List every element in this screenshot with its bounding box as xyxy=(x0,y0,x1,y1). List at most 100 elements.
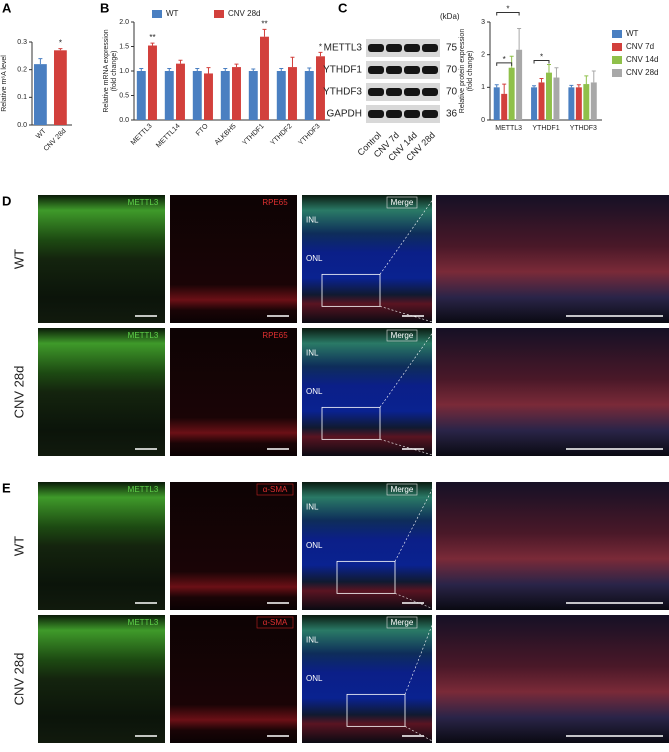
panel-label: A xyxy=(2,0,12,15)
y-tick-label: 2 xyxy=(481,52,485,59)
blot-row-label: METTL3 xyxy=(324,43,363,54)
error-bar xyxy=(569,84,574,88)
label-box xyxy=(386,196,418,209)
y-tick-label: 1.5 xyxy=(119,43,129,50)
layer-label: INL xyxy=(306,503,319,512)
error-bar xyxy=(318,51,323,57)
bar xyxy=(538,82,545,120)
bracket xyxy=(496,62,513,66)
legend-label: CNV 7d xyxy=(626,42,654,51)
channel-label: METTL3 xyxy=(128,198,159,207)
bar xyxy=(575,87,582,120)
bracket xyxy=(533,59,550,64)
bar xyxy=(516,49,523,121)
panel-label: C xyxy=(338,0,348,15)
blot-band xyxy=(422,66,438,74)
row-label: WT xyxy=(11,536,26,556)
bar xyxy=(136,71,146,120)
row-label: WT xyxy=(11,249,26,269)
x-tick-label: ALKBH5 xyxy=(214,123,238,147)
blot-band xyxy=(386,44,402,52)
error-bar xyxy=(494,84,499,88)
error-bar xyxy=(167,68,172,71)
legend-swatch xyxy=(612,43,622,51)
row-label: CNV 28d xyxy=(11,653,26,706)
layer-label: ONL xyxy=(306,674,323,683)
x-tick-label: METTL3 xyxy=(495,125,522,132)
bar xyxy=(531,87,538,120)
bar xyxy=(501,93,508,120)
error-bar xyxy=(262,28,267,37)
channel-label: RPE65 xyxy=(262,331,288,340)
label-box xyxy=(386,329,418,342)
legend-label: WT xyxy=(166,9,179,18)
legend-label: CNV 28d xyxy=(626,68,658,77)
x-tick-label: METTL14 xyxy=(155,123,182,150)
error-bar xyxy=(58,48,63,51)
micrograph xyxy=(436,615,669,743)
bar xyxy=(34,64,47,125)
error-bar xyxy=(178,59,183,64)
bar xyxy=(288,67,297,120)
bar xyxy=(248,71,258,120)
significance: ** xyxy=(261,19,267,28)
bar xyxy=(508,67,515,120)
zoom-box xyxy=(336,560,396,594)
blot-band xyxy=(386,88,402,96)
channel-label: Merge xyxy=(391,485,414,494)
y-tick-label: 0.2 xyxy=(17,67,27,74)
blot-band xyxy=(404,110,420,118)
error-bar xyxy=(509,55,514,68)
bar xyxy=(164,71,174,120)
error-bar xyxy=(532,85,537,88)
micrograph xyxy=(38,195,165,323)
y-tick-label: 3 xyxy=(481,19,485,26)
micrograph xyxy=(436,195,669,323)
bar xyxy=(176,63,185,120)
x-tick-label: YTHDF1 xyxy=(242,123,266,147)
error-bar xyxy=(223,68,228,71)
bar xyxy=(192,71,202,120)
x-tick-label: YTHDF3 xyxy=(298,123,322,147)
x-tick-label: FTO xyxy=(195,122,210,137)
legend-label: CNV 14d xyxy=(626,55,658,64)
legend-swatch xyxy=(612,30,622,38)
label-box xyxy=(256,483,294,496)
bar xyxy=(568,87,575,120)
y-axis-label: (fold change) xyxy=(111,51,118,92)
layer-label: ONL xyxy=(306,254,323,263)
blot-band xyxy=(422,110,438,118)
layer-label: ONL xyxy=(306,387,323,396)
error-bar xyxy=(234,63,239,68)
x-tick-label: METTL3 xyxy=(130,123,154,147)
y-axis-label: (fold change) xyxy=(467,51,474,92)
y-tick-label: 1.0 xyxy=(119,68,129,75)
y-axis-label: Relative mRNA expression xyxy=(103,29,110,112)
channel-label: METTL3 xyxy=(128,331,159,340)
bar xyxy=(493,87,500,120)
legend-label: WT xyxy=(626,29,639,38)
y-tick-label: 0.0 xyxy=(17,122,27,129)
panel-label: D xyxy=(2,193,11,208)
legend-swatch xyxy=(214,10,224,18)
bar xyxy=(546,72,552,120)
blot-band xyxy=(404,88,420,96)
y-axis-label: Relative protein expression xyxy=(459,29,466,114)
significance: * xyxy=(319,42,322,51)
x-tick-label: WT xyxy=(35,127,48,140)
channel-label: METTL3 xyxy=(128,485,159,494)
zoom-guide xyxy=(379,327,437,457)
error-bar xyxy=(38,58,43,65)
blot-band xyxy=(368,88,384,96)
zoom-guide xyxy=(394,481,437,611)
error-bar xyxy=(206,67,211,74)
bar xyxy=(204,73,213,120)
layer-label: ONL xyxy=(306,541,323,550)
micrograph xyxy=(302,482,432,610)
blot-band xyxy=(404,66,420,74)
panel-label: B xyxy=(100,0,109,15)
blot-band xyxy=(386,110,402,118)
error-bar xyxy=(307,67,312,71)
error-bar xyxy=(279,68,284,71)
